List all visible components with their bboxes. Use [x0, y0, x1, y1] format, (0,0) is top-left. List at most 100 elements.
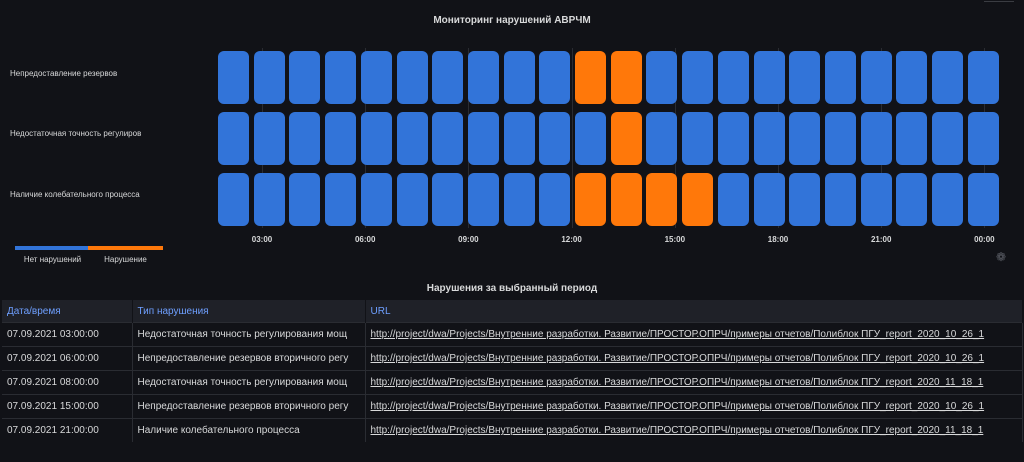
- cell-datetime: 07.09.2021 03:00:00: [2, 322, 133, 347]
- status-cell[interactable]: [289, 173, 321, 226]
- status-cell[interactable]: [289, 112, 321, 165]
- status-cell[interactable]: [503, 173, 535, 226]
- status-cell[interactable]: [932, 173, 963, 226]
- status-cell[interactable]: [610, 51, 642, 104]
- status-cell[interactable]: [824, 173, 856, 226]
- status-cell[interactable]: [253, 112, 285, 165]
- grafana-logo-icon: ❁: [996, 250, 1007, 264]
- cell-url-link[interactable]: http://project/dwa/Projects/Внутренние р…: [365, 394, 1023, 419]
- cell-url-link[interactable]: http://project/dwa/Projects/Внутренние р…: [365, 370, 1023, 395]
- status-cell[interactable]: [360, 51, 392, 104]
- status-cell[interactable]: [753, 173, 785, 226]
- status-cell[interactable]: [967, 112, 999, 165]
- status-cell[interactable]: [253, 173, 285, 226]
- status-cell[interactable]: [646, 173, 678, 226]
- status-cell[interactable]: [967, 51, 999, 104]
- x-tick-label: 03:00: [251, 235, 273, 244]
- status-cell[interactable]: [860, 173, 892, 226]
- status-cell[interactable]: [396, 112, 428, 165]
- status-cell[interactable]: [467, 112, 499, 165]
- status-cell[interactable]: [360, 173, 392, 226]
- status-cell[interactable]: [789, 51, 821, 104]
- status-cell[interactable]: [932, 51, 963, 104]
- status-cell[interactable]: [789, 173, 821, 226]
- x-tick-label: 15:00: [664, 235, 686, 244]
- status-cell[interactable]: [717, 51, 749, 104]
- status-cell[interactable]: [253, 51, 285, 104]
- status-cell[interactable]: [539, 112, 571, 165]
- legend-label-ok: Нет нарушений: [23, 255, 82, 264]
- status-cell[interactable]: [896, 112, 928, 165]
- status-cell[interactable]: [289, 51, 321, 104]
- status-cell[interactable]: [503, 51, 535, 104]
- table-header-row: Дата/время Тип нарушения URL: [2, 300, 1023, 323]
- status-cell[interactable]: [932, 112, 963, 165]
- status-cell[interactable]: [325, 173, 357, 226]
- status-cell[interactable]: [396, 51, 428, 104]
- x-tick-label: 06:00: [354, 235, 376, 244]
- status-cell[interactable]: [218, 173, 249, 226]
- status-cell[interactable]: [432, 51, 464, 104]
- status-cell[interactable]: [325, 51, 357, 104]
- status-cell[interactable]: [539, 51, 571, 104]
- column-header-datetime[interactable]: Дата/время: [2, 300, 133, 323]
- status-cell[interactable]: [753, 51, 785, 104]
- cell-url-link[interactable]: http://project/dwa/Projects/Внутренние р…: [365, 346, 1023, 371]
- status-cell[interactable]: [860, 51, 892, 104]
- table-row: 07.09.2021 21:00:00 Наличие колебательно…: [2, 418, 1023, 442]
- status-cell[interactable]: [432, 112, 464, 165]
- cell-type: Недостаточная точность регулирования мощ: [132, 322, 366, 347]
- status-cell[interactable]: [610, 173, 642, 226]
- top-divider: [984, 1, 1014, 2]
- status-cell[interactable]: [682, 51, 714, 104]
- column-header-url[interactable]: URL: [365, 300, 1023, 323]
- status-cell[interactable]: [682, 112, 714, 165]
- status-cell[interactable]: [218, 112, 249, 165]
- cell-datetime: 07.09.2021 15:00:00: [2, 394, 133, 419]
- status-cell[interactable]: [824, 112, 856, 165]
- status-cell[interactable]: [682, 173, 714, 226]
- status-cell[interactable]: [717, 112, 749, 165]
- cell-datetime: 07.09.2021 08:00:00: [2, 370, 133, 395]
- status-cell[interactable]: [218, 51, 249, 104]
- cell-url-link[interactable]: http://project/dwa/Projects/Внутренние р…: [365, 418, 1023, 442]
- status-cell[interactable]: [610, 112, 642, 165]
- status-cell[interactable]: [896, 51, 928, 104]
- status-cell[interactable]: [360, 112, 392, 165]
- status-cell[interactable]: [325, 112, 357, 165]
- legend-label-violation: Нарушение: [104, 255, 147, 264]
- x-tick-label: 21:00: [870, 235, 892, 244]
- status-cell[interactable]: [646, 51, 678, 104]
- legend-item-ok[interactable]: Нет нарушений: [15, 246, 90, 264]
- grid-line: [571, 48, 573, 228]
- status-cell[interactable]: [539, 173, 571, 226]
- cell-url-link[interactable]: http://project/dwa/Projects/Внутренние р…: [365, 322, 1023, 347]
- cell-type: Непредоставление резервов вторичного рег…: [132, 394, 366, 419]
- status-cell[interactable]: [575, 173, 606, 226]
- violations-table: Дата/время Тип нарушения URL 07.09.2021 …: [2, 300, 1023, 442]
- status-cell[interactable]: [467, 51, 499, 104]
- status-cell[interactable]: [646, 112, 678, 165]
- table-title: Нарушения за выбранный период: [426, 283, 598, 294]
- status-cell[interactable]: [396, 173, 428, 226]
- status-cell[interactable]: [789, 112, 821, 165]
- legend-item-violation[interactable]: Нарушение: [88, 246, 163, 264]
- status-cell[interactable]: [896, 173, 928, 226]
- row-label-accuracy: Недостаточная точность регулиров: [10, 129, 142, 138]
- status-cell[interactable]: [967, 173, 999, 226]
- status-cell[interactable]: [753, 112, 785, 165]
- legend-swatch-violation: [88, 246, 163, 250]
- status-cell[interactable]: [860, 112, 892, 165]
- chart-title: Мониторинг нарушений АВРЧМ: [433, 15, 591, 26]
- status-cell[interactable]: [824, 51, 856, 104]
- status-cell[interactable]: [575, 51, 606, 104]
- status-cell[interactable]: [432, 173, 464, 226]
- table-row: 07.09.2021 08:00:00 Недостаточная точнос…: [2, 370, 1023, 395]
- status-cell[interactable]: [467, 173, 499, 226]
- status-cell[interactable]: [717, 173, 749, 226]
- status-cell[interactable]: [575, 112, 606, 165]
- column-header-type[interactable]: Тип нарушения: [132, 300, 366, 323]
- cell-type: Непредоставление резервов вторичного рег…: [132, 346, 366, 371]
- status-cell[interactable]: [503, 112, 535, 165]
- x-tick-label: 18:00: [767, 235, 789, 244]
